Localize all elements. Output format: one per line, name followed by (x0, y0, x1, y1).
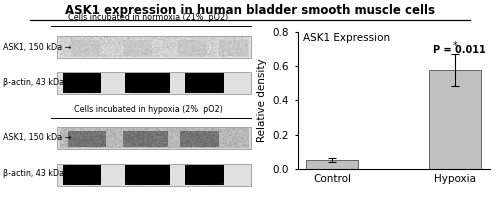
Bar (57, 127, 251, 149)
Text: ASK1, 150 kDa →: ASK1, 150 kDa → (3, 133, 71, 142)
Bar (306, 160, 358, 169)
Text: β-actin, 43 kDa →: β-actin, 43 kDa → (3, 169, 73, 178)
Text: β-actin, 43 kDa →: β-actin, 43 kDa → (3, 78, 73, 87)
Text: ASK1 Expression: ASK1 Expression (304, 33, 390, 43)
Bar (57, 72, 251, 94)
Y-axis label: Relative density: Relative density (257, 59, 267, 142)
Text: *: * (453, 41, 458, 51)
Text: Cells incubated in hypoxia (2%  pO2): Cells incubated in hypoxia (2% pO2) (74, 105, 223, 114)
Text: P = 0.011: P = 0.011 (434, 45, 486, 55)
Text: ASK1, 150 kDa →: ASK1, 150 kDa → (3, 43, 71, 52)
Bar (430, 70, 481, 169)
Bar (57, 164, 251, 186)
Text: ASK1 expression in human bladder smooth muscle cells: ASK1 expression in human bladder smooth … (65, 4, 435, 17)
Bar (57, 36, 251, 58)
Text: Cells incubated in normoxia (21%  pO2): Cells incubated in normoxia (21% pO2) (68, 13, 228, 22)
